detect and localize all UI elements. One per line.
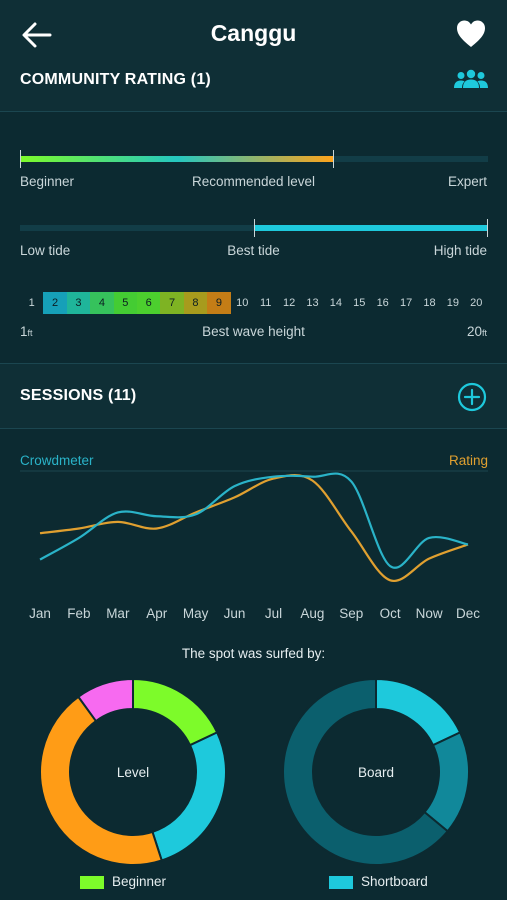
wave-height-3: 3	[66, 292, 91, 314]
series-line-rating	[39, 474, 469, 583]
plus-circle-icon	[457, 382, 487, 412]
legend-label-beginner: Beginner	[112, 874, 167, 889]
wave-min-value: 1	[20, 324, 28, 339]
donuts-title: The spot was surfed by:	[181, 646, 326, 661]
wave-height-9: 9	[207, 292, 231, 314]
legend-swatch-shortboard	[329, 876, 353, 889]
wave-height-4: 4	[90, 292, 114, 314]
board-donut-chart: Board	[282, 677, 470, 866]
wave-height-scale: 1 2 3 4 5 6 7 8 9 10 11 12 13 14 15 16 17 18 19 20	[20, 292, 488, 314]
level-right-label: Expert	[447, 174, 487, 189]
legend-swatch-beginner	[80, 876, 104, 889]
x-tick-label-jan: Jan	[29, 606, 51, 621]
wave-height-6: 6	[137, 292, 161, 314]
wave-max-value: 20	[466, 324, 482, 339]
x-tick-label-mar: Mar	[106, 606, 130, 621]
wave-height-1: 1	[28, 297, 35, 309]
wave-height-10: 10	[236, 297, 249, 309]
wave-height-8: 8	[183, 292, 208, 314]
monthly-chart: Crowdmeter Rating Jan Feb Mar Apr May Jun Jul Aug…	[20, 450, 488, 630]
level-range-bar	[20, 156, 334, 162]
x-tick-label-now: Now	[416, 606, 443, 621]
heart-icon	[457, 20, 485, 47]
tide-range-start-tick	[254, 219, 255, 237]
wave-height-14: 14	[329, 297, 342, 309]
tide-center-label: Best tide	[227, 243, 280, 258]
users-group-icon	[454, 69, 488, 88]
wave-height-20: 20	[470, 297, 483, 309]
wave-max-label: 20ft	[467, 324, 487, 339]
app-header: Canggu COMMUNITY RATING (1)	[0, 0, 507, 112]
wave-height-18: 18	[423, 297, 436, 309]
line-chart-svg: Crowdmeter Rating Jan Feb Mar Apr May Jun Jul Aug…	[20, 453, 488, 621]
board-slice-shortboard	[375, 677, 462, 747]
tide-range-end-tick	[487, 219, 488, 237]
sessions-title: SESSIONS (11)	[20, 387, 137, 404]
add-session-button[interactable]	[457, 382, 487, 412]
favorite-button[interactable]	[455, 18, 487, 50]
level-donut-center-label: Level	[117, 765, 149, 780]
wave-height-12: 12	[282, 297, 296, 309]
x-tick-label-feb: Feb	[67, 606, 90, 621]
wave-center-label: Best wave height	[202, 324, 305, 339]
chart-right-label: Rating	[449, 453, 488, 468]
x-tick-label-dec: Dec	[456, 606, 480, 621]
level-slice-intermediate	[151, 731, 227, 862]
wave-height-5: 5	[113, 292, 137, 314]
wave-height-19: 19	[446, 297, 459, 309]
level-slice-advanced	[39, 695, 163, 866]
wave-height-16: 16	[376, 297, 389, 309]
board-donut-center-label: Board	[358, 765, 394, 780]
wave-max-unit: ft	[481, 328, 487, 338]
x-tick-label-may: May	[183, 606, 209, 621]
tide-range-bar	[254, 225, 488, 231]
level-donut-chart: Level	[39, 677, 227, 866]
level-slice-pro	[76, 677, 134, 723]
arrow-left-icon	[22, 22, 52, 48]
wave-height-15: 15	[353, 297, 366, 309]
level-slice-beginner	[132, 677, 219, 747]
wave-height-11: 11	[259, 297, 272, 309]
x-tick-label-jun: Jun	[224, 606, 246, 621]
tide-left-label: Low tide	[20, 243, 71, 258]
level-range-end-tick	[332, 150, 334, 168]
x-tick-label-sep: Sep	[339, 606, 363, 621]
legend-label-shortboard: Shortboard	[361, 874, 428, 889]
wave-height-7: 7	[160, 292, 184, 314]
x-tick-label-jul: Jul	[265, 606, 282, 621]
level-left-label: Beginner	[20, 174, 75, 189]
x-tick-label-aug: Aug	[300, 606, 324, 621]
x-tick-label-oct: Oct	[380, 606, 401, 621]
tide-right-label: High tide	[433, 243, 487, 258]
back-button[interactable]	[20, 20, 54, 50]
series-line-crowdmeter	[39, 472, 469, 569]
page-title: Canggu	[210, 20, 297, 46]
chart-left-label: Crowdmeter	[20, 453, 94, 468]
board-slice-longboard	[282, 677, 450, 866]
level-range-start-tick	[20, 150, 21, 168]
x-tick-label-apr: Apr	[146, 606, 168, 621]
community-rating-title: COMMUNITY RATING (1)	[20, 71, 211, 88]
wave-height-2: 2	[43, 292, 67, 314]
sessions-header: SESSIONS (11)	[0, 363, 507, 429]
wave-min-unit: ft	[27, 328, 33, 338]
wave-height-13: 13	[306, 297, 319, 309]
wave-min-label: 1ft	[20, 324, 33, 339]
wave-height-17: 17	[399, 297, 413, 309]
community-button[interactable]	[453, 68, 489, 92]
level-center-label: Recommended level	[191, 174, 316, 189]
